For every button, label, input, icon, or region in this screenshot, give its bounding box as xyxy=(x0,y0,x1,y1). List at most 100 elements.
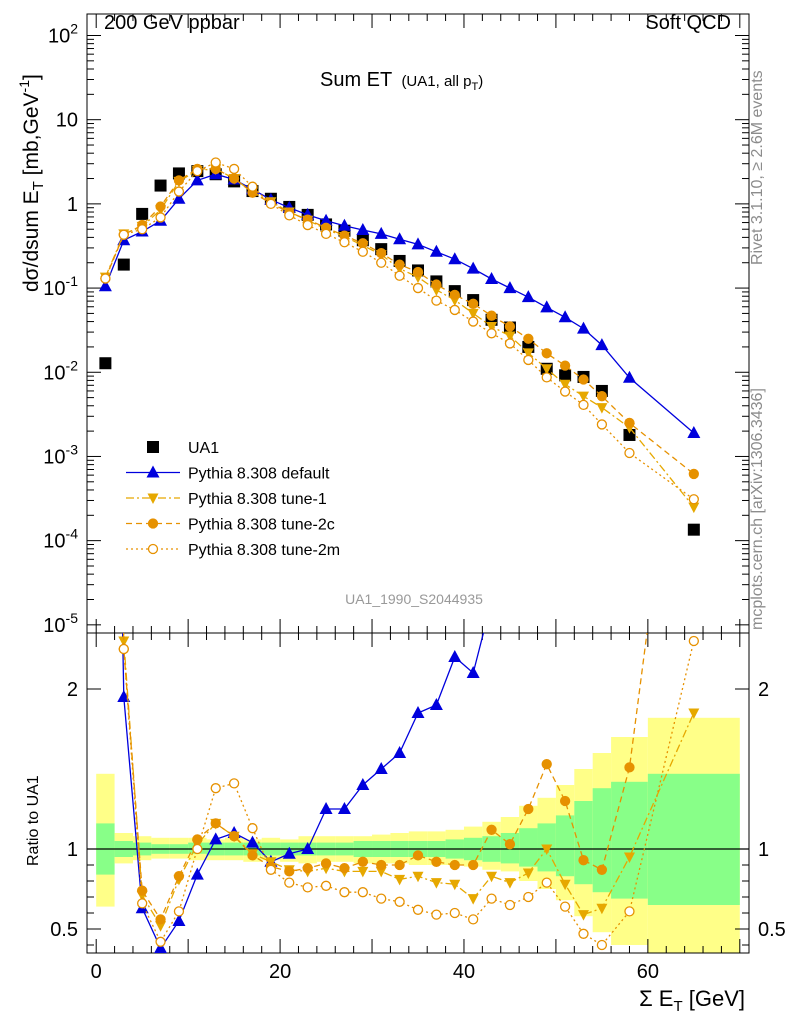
main-point-tune2m xyxy=(284,210,295,221)
main-point-default xyxy=(337,218,351,231)
ratio-point-tune1 xyxy=(623,852,635,863)
ratio-point-tune2c xyxy=(449,859,460,871)
main-point-default xyxy=(411,237,425,250)
main-point-data xyxy=(154,179,167,192)
ratio-point-tune1 xyxy=(118,636,130,647)
ratio-point-tune2m xyxy=(210,783,221,794)
ratio-point-tune2m xyxy=(596,939,608,951)
main-point-tune2c xyxy=(624,417,635,429)
ratio-ytick-label-right: 2 xyxy=(758,679,769,701)
ratio-point-default xyxy=(485,594,498,606)
main-point-tune2m xyxy=(523,354,534,366)
xtick-label: 40 xyxy=(453,961,475,983)
main-ytick-label: 10 xyxy=(56,110,78,132)
ratio-point-tune2m xyxy=(523,891,534,903)
main-ytick-label: 10-4 xyxy=(43,526,78,553)
ratio-series xyxy=(117,269,700,953)
side-text-top: Rivet 3.1.10, ≥ 2.6M events xyxy=(749,70,766,265)
ratio-point-tune2m xyxy=(504,899,516,911)
legend-marker-data xyxy=(147,441,159,453)
ratio-point-tune1 xyxy=(430,878,442,889)
axis-ticks xyxy=(87,14,749,953)
main-point-tune2c xyxy=(504,321,516,332)
main-series-tune2c xyxy=(100,163,699,480)
ratio-point-tune1 xyxy=(688,708,700,719)
main-point-tune1 xyxy=(596,403,608,414)
main-point-tune1 xyxy=(541,364,553,375)
main-point-tune2m xyxy=(688,494,699,505)
ratio-point-tune2m xyxy=(624,906,635,917)
main-point-tune2m xyxy=(192,165,203,177)
main-point-tune2m xyxy=(228,163,240,175)
main-point-tune2c xyxy=(578,374,589,385)
main-point-tune2m xyxy=(247,181,258,192)
legend-item-data: UA1 xyxy=(147,440,219,457)
main-point-tune2c xyxy=(559,360,571,371)
ratio-point-tune2c xyxy=(302,863,313,874)
main-ytick-label: 10-5 xyxy=(43,610,78,637)
legend-label-tune2m: Pythia 8.308 tune-2m xyxy=(188,542,340,559)
ratio-point-tune2m xyxy=(339,887,350,898)
main-point-tune2c xyxy=(412,266,424,278)
ratio-point-tune2m xyxy=(155,936,166,947)
ratio-point-default xyxy=(356,778,370,790)
ratio-point-tune2m xyxy=(118,643,129,655)
main-point-data xyxy=(559,369,572,382)
ratio-point-default xyxy=(411,706,425,718)
ratio-point-tune2m xyxy=(578,928,589,939)
chart-title: Sum ET (UA1, all pT) xyxy=(320,69,483,93)
ratio-point-tune1 xyxy=(522,868,534,879)
ratio-point-tune2m xyxy=(357,887,368,898)
ratio-point-tune1 xyxy=(394,874,406,886)
ratio-ytick-label: 0.5 xyxy=(50,919,78,941)
ratio-point-tune2c xyxy=(523,803,534,815)
ratio-point-tune1 xyxy=(578,910,589,921)
x-axis-label: Σ ET [GeV] xyxy=(639,986,745,1015)
ratio-point-default xyxy=(209,832,223,845)
main-point-tune2m xyxy=(541,372,552,383)
ratio-point-default xyxy=(393,746,407,758)
ratio-point-tune2m xyxy=(320,880,332,891)
main-point-tune2m xyxy=(376,257,387,268)
main-point-tune2m xyxy=(320,228,332,240)
main-point-default xyxy=(485,272,499,285)
ratio-point-default xyxy=(172,914,186,926)
main-point-tune2c xyxy=(357,238,368,249)
main-point-tune2m xyxy=(265,198,277,210)
ratio-point-tune1 xyxy=(412,871,424,883)
ratio-point-tune2m xyxy=(247,823,258,834)
main-plot-frame xyxy=(86,13,750,634)
band-inner xyxy=(647,773,740,905)
ratio-point-tune1 xyxy=(449,879,461,891)
ratio-point-tune1 xyxy=(357,866,369,878)
main-point-default xyxy=(319,213,333,226)
ratio-point-tune2c xyxy=(394,859,405,871)
main-point-tune2c xyxy=(523,333,534,344)
legend-label-tune1: Pythia 8.308 tune-1 xyxy=(188,491,327,508)
ratio-point-tune2m xyxy=(449,907,460,919)
main-point-default xyxy=(622,370,636,383)
ratio-point-tune2c xyxy=(192,834,203,845)
main-point-data xyxy=(99,357,112,370)
ratio-point-tune2c xyxy=(504,839,516,850)
legend-label-tune2c: Pythia 8.308 tune-2c xyxy=(188,517,335,534)
main-series-default xyxy=(98,167,701,438)
ratio-point-tune2c xyxy=(689,269,698,278)
legend-label-data: UA1 xyxy=(188,440,219,457)
main-point-tune2c xyxy=(468,298,479,309)
header-right: Soft QCD xyxy=(645,12,731,34)
main-point-tune2c xyxy=(228,173,240,184)
ratio-point-tune2m xyxy=(376,893,387,904)
ratio-point-tune1 xyxy=(596,903,608,915)
main-point-tune2m xyxy=(100,273,111,284)
main-point-tune2m xyxy=(412,282,424,294)
ratio-point-tune2c xyxy=(468,859,479,871)
main-point-tune2m xyxy=(302,219,313,231)
ratio-plot-frame xyxy=(86,632,750,954)
main-point-data xyxy=(687,523,700,536)
main-point-tune2m xyxy=(578,399,589,411)
ratio-point-tune2m xyxy=(486,893,497,904)
main-ytick-label: 1 xyxy=(67,194,78,216)
